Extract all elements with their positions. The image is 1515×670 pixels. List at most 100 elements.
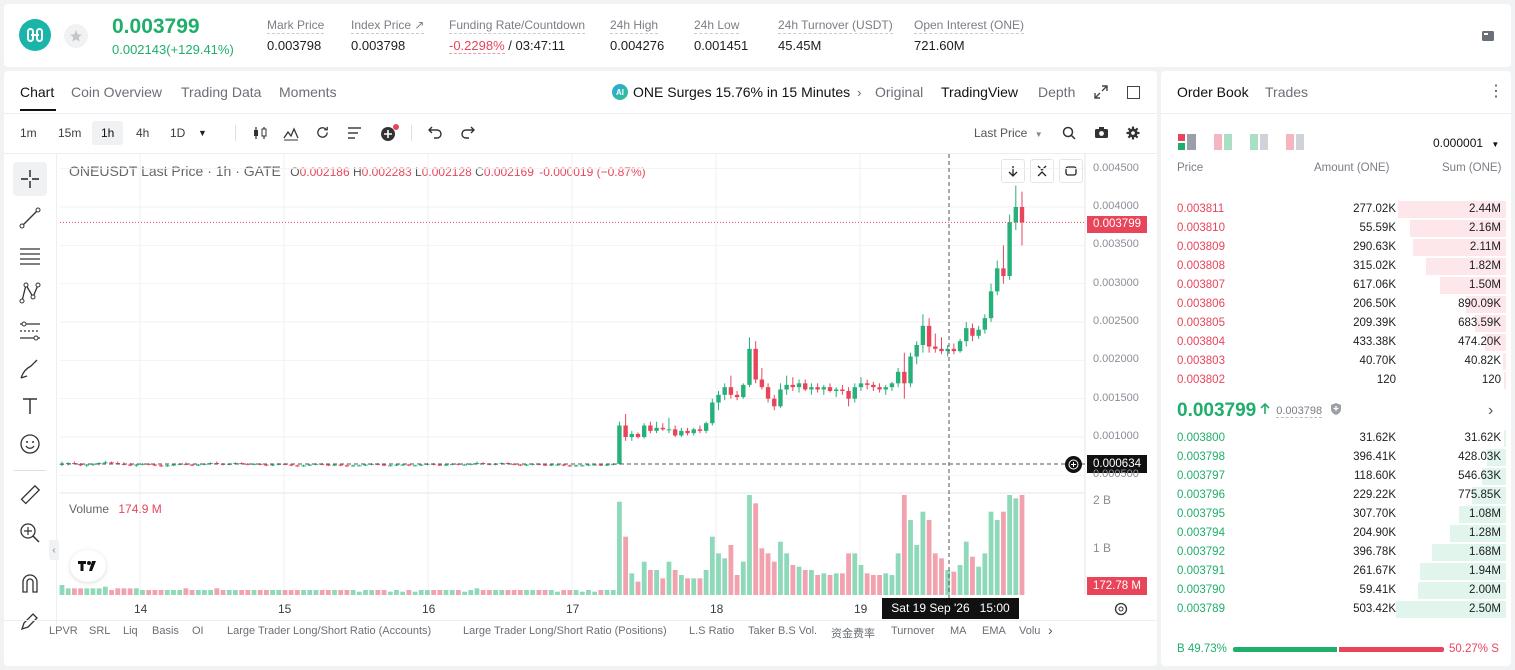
orderbook-row[interactable]: 0.003811 277.02K 2.44M bbox=[1170, 200, 1506, 219]
layout-split-icon[interactable] bbox=[1214, 134, 1232, 155]
trendline-tool-icon[interactable] bbox=[19, 207, 41, 234]
refresh-icon[interactable] bbox=[315, 125, 330, 145]
timezone-settings-icon[interactable] bbox=[1114, 602, 1128, 621]
tab-coin-overview[interactable]: Coin Overview bbox=[71, 84, 163, 100]
indicator-item[interactable]: Liq bbox=[123, 625, 138, 637]
candle-body bbox=[171, 464, 176, 466]
view-tab-original[interactable]: Original bbox=[875, 84, 924, 100]
orderbook-row[interactable]: 0.003800 31.62K 31.62K bbox=[1170, 429, 1506, 448]
orderbook-row[interactable]: 0.003789 503.42K 2.50M bbox=[1170, 600, 1506, 619]
orderbook-row[interactable]: 0.003795 307.70K 1.08M bbox=[1170, 505, 1506, 524]
scroll-down-icon[interactable] bbox=[1001, 159, 1025, 183]
indicator-item[interactable]: LPVR bbox=[49, 625, 78, 637]
indicator-item[interactable]: L.S Ratio bbox=[689, 625, 735, 637]
add-alert-icon[interactable] bbox=[1065, 456, 1082, 473]
layout-asks-icon[interactable] bbox=[1286, 134, 1304, 155]
interval-1m[interactable]: 1m bbox=[20, 126, 37, 140]
indicator-item[interactable]: Volu bbox=[1019, 625, 1041, 637]
pattern-tool-icon[interactable] bbox=[19, 282, 41, 309]
volume-bar bbox=[536, 590, 542, 595]
notes-icon[interactable] bbox=[1480, 28, 1496, 44]
layout-bids-icon[interactable] bbox=[1250, 134, 1268, 155]
tab-chart[interactable]: Chart bbox=[20, 84, 55, 100]
orderbook-row[interactable]: 0.003804 433.38K 474.20K bbox=[1170, 333, 1506, 352]
interval-dropdown-icon[interactable]: ▼ bbox=[198, 128, 207, 138]
indicators-icon[interactable] bbox=[283, 125, 299, 146]
orderbook-row[interactable]: 0.003803 40.70K 40.82K bbox=[1170, 352, 1506, 371]
candle-body bbox=[957, 341, 963, 352]
emoji-tool-icon[interactable] bbox=[19, 433, 41, 460]
indicator-scroll-right-icon[interactable]: › bbox=[1048, 622, 1053, 638]
orderbook-row[interactable]: 0.003796 229.22K 775.85K bbox=[1170, 486, 1506, 505]
add-indicator-icon[interactable] bbox=[379, 124, 399, 147]
news-ticker[interactable]: AI ONE Surges 15.76% in 15 Minutes › bbox=[612, 83, 861, 101]
chevron-right-icon[interactable]: › bbox=[1488, 402, 1494, 419]
tab-order-book[interactable]: Order Book bbox=[1177, 84, 1249, 100]
camera-icon[interactable] bbox=[1094, 126, 1109, 144]
template-icon[interactable] bbox=[347, 126, 362, 145]
interval-1h[interactable]: 1h bbox=[92, 121, 124, 145]
orderbook-row[interactable]: 0.003807 617.06K 1.50M bbox=[1170, 276, 1506, 295]
candle-type-icon[interactable] bbox=[252, 125, 268, 146]
indicator-item[interactable]: Large Trader Long/Short Ratio (Positions… bbox=[463, 625, 667, 637]
orderbook-row[interactable]: 0.003810 55.59K 2.16M bbox=[1170, 219, 1506, 238]
fib-tool-icon[interactable] bbox=[19, 320, 41, 347]
tab-moments[interactable]: Moments bbox=[279, 84, 337, 100]
indicator-item[interactable]: OI bbox=[192, 625, 204, 637]
indicator-item[interactable]: MA bbox=[950, 625, 967, 637]
orderbook-row[interactable]: 0.003790 59.41K 2.00M bbox=[1170, 581, 1506, 600]
orderbook-row[interactable]: 0.003809 290.63K 2.11M bbox=[1170, 238, 1506, 257]
indicator-item[interactable]: SRL bbox=[89, 625, 111, 637]
layout-both-icon[interactable] bbox=[1178, 134, 1196, 155]
tab-trades[interactable]: Trades bbox=[1265, 84, 1309, 100]
stat-value-main: 0.004276 bbox=[610, 38, 665, 53]
indicator-item[interactable]: Basis bbox=[152, 625, 179, 637]
volume-bar bbox=[146, 590, 152, 595]
interval-15m[interactable]: 15m bbox=[58, 126, 82, 140]
precision-selector[interactable]: 0.000001 ▼ bbox=[1433, 136, 1499, 150]
favorite-star-icon[interactable] bbox=[64, 24, 88, 48]
ruler-tool-icon[interactable] bbox=[19, 484, 41, 511]
orderbook-row[interactable]: 0.003798 396.41K 428.03K bbox=[1170, 448, 1506, 467]
horizontal-lines-tool-icon[interactable] bbox=[19, 245, 41, 272]
zoom-tool-icon[interactable] bbox=[19, 522, 41, 549]
orderbook-row[interactable]: 0.003805 209.39K 683.59K bbox=[1170, 314, 1506, 333]
collapse-toolbar-icon[interactable]: ‹ bbox=[49, 540, 59, 560]
volume-bar bbox=[784, 553, 790, 595]
fit-chart-icon[interactable] bbox=[1059, 159, 1083, 183]
price-type-selector[interactable]: Last Price ▼ bbox=[974, 126, 1043, 140]
undo-icon[interactable] bbox=[428, 126, 443, 144]
brush-tool-icon[interactable] bbox=[19, 358, 41, 385]
indicator-item[interactable]: Large Trader Long/Short Ratio (Accounts) bbox=[227, 625, 432, 637]
view-tab-depth[interactable]: Depth bbox=[1038, 84, 1076, 100]
orderbook-row[interactable]: 0.003806 206.50K 890.09K bbox=[1170, 295, 1506, 314]
orderbook-row[interactable]: 0.003794 204.90K 1.28M bbox=[1170, 524, 1506, 543]
collapse-chart-icon[interactable] bbox=[1030, 159, 1054, 183]
interval-1D[interactable]: 1D bbox=[170, 126, 186, 140]
volume-bar bbox=[771, 561, 777, 595]
orderbook-row[interactable]: 0.003797 118.60K 546.63K bbox=[1170, 467, 1506, 486]
more-options-icon[interactable]: ⋮ bbox=[1488, 83, 1504, 100]
indicator-item[interactable]: EMA bbox=[982, 625, 1006, 637]
settings-gear-icon[interactable] bbox=[1126, 126, 1140, 145]
pencil-lock-tool-icon[interactable] bbox=[19, 612, 41, 637]
view-tab-tradingview[interactable]: TradingView bbox=[941, 84, 1019, 100]
window-icon[interactable] bbox=[1127, 86, 1140, 99]
expand-icon[interactable] bbox=[1094, 85, 1108, 99]
indicator-item[interactable]: 资金费率 bbox=[831, 628, 875, 640]
indicator-item[interactable]: Taker B.S Vol. bbox=[748, 625, 818, 637]
candle-body bbox=[864, 383, 870, 385]
orderbook-row[interactable]: 0.003792 396.78K 1.68M bbox=[1170, 543, 1506, 562]
orderbook-row[interactable]: 0.003808 315.02K 1.82M bbox=[1170, 257, 1506, 276]
orderbook-row[interactable]: 0.003802 120 120 bbox=[1170, 371, 1506, 390]
tab-trading-data[interactable]: Trading Data bbox=[181, 84, 262, 100]
interval-4h[interactable]: 4h bbox=[136, 126, 150, 140]
search-icon[interactable] bbox=[1062, 126, 1076, 145]
orderbook-row[interactable]: 0.003791 261.67K 1.94M bbox=[1170, 562, 1506, 581]
redo-icon[interactable] bbox=[460, 126, 475, 144]
magnet-tool-icon[interactable] bbox=[19, 572, 41, 599]
crosshair-tool-icon[interactable] bbox=[13, 162, 47, 196]
text-tool-icon[interactable] bbox=[20, 396, 40, 421]
indicator-item[interactable]: Turnover bbox=[891, 625, 935, 637]
